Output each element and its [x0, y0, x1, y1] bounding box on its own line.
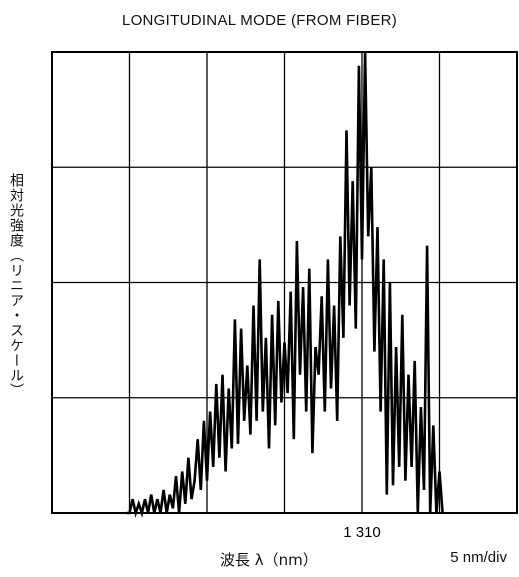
scale-label: 5 nm/div [450, 549, 507, 566]
x-ticks: 1 310 [343, 524, 381, 541]
spectrum-series-line [126, 51, 444, 518]
plot-frame [51, 51, 518, 514]
grid [52, 52, 517, 513]
x-axis-label: 波長 λ（nm） [220, 551, 318, 569]
chart-title: LONGITUDINAL MODE (FROM FIBER) [121, 12, 398, 29]
series-group [126, 51, 444, 518]
y-axis-label: 相対光強度（リニア・スケール） [8, 172, 24, 398]
x-tick-label: 1 310 [343, 524, 381, 541]
